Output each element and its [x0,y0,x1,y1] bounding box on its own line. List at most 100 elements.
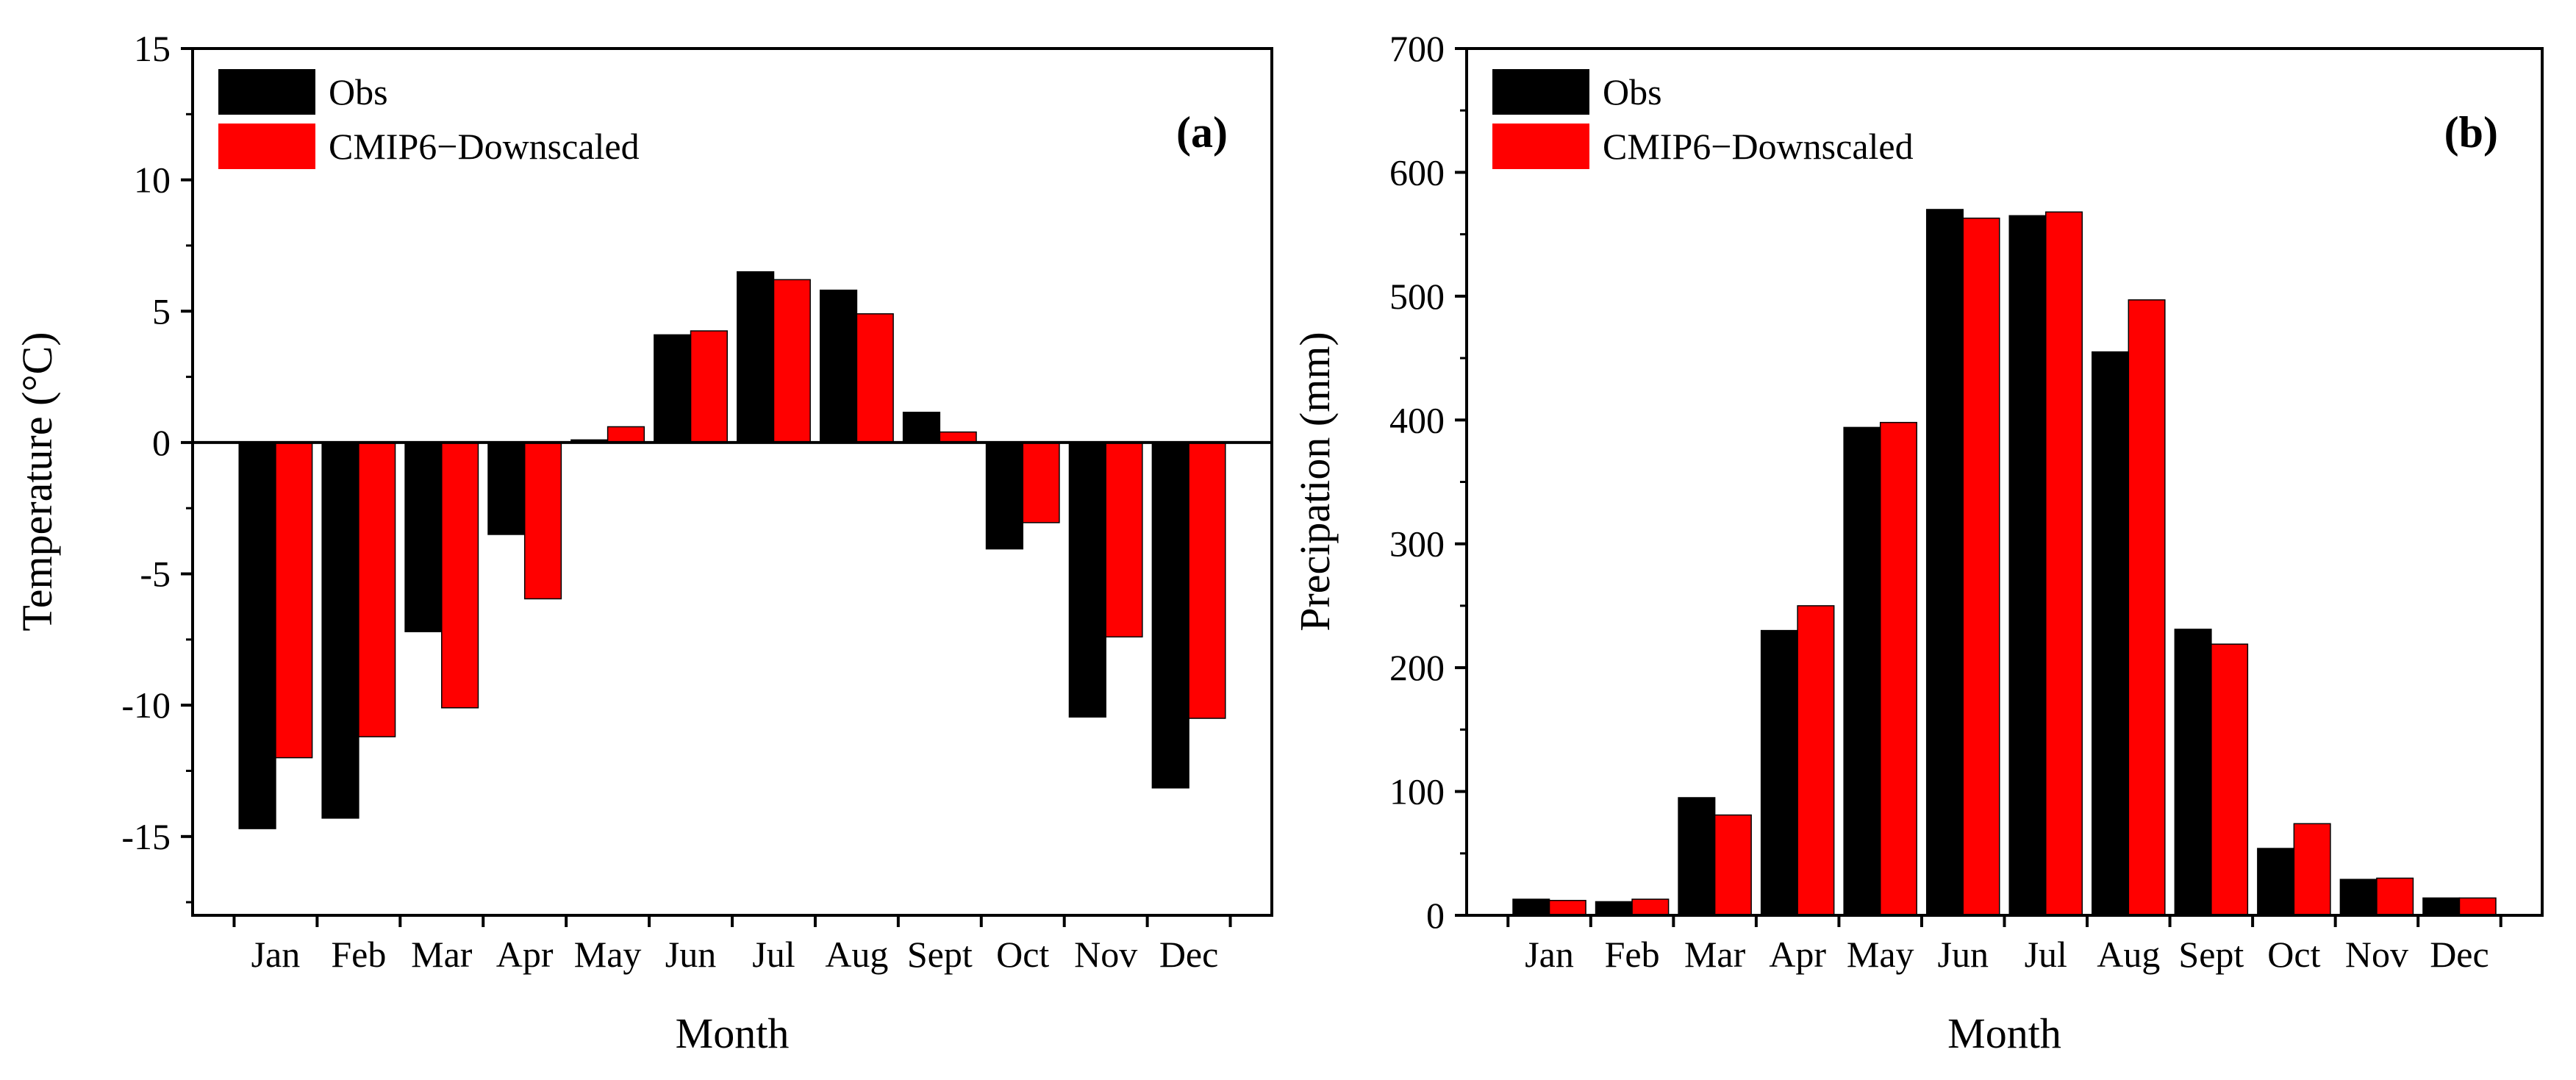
bar-obs-apr [1760,629,1798,916]
bar-downscaled-aug [2128,299,2166,916]
x-tick-label-jul: Jul [2025,934,2067,975]
bar-downscaled-oct [1022,442,1060,523]
x-tick-label-sept: Sept [2178,934,2244,975]
bar-downscaled-nov [2376,877,2414,916]
x-tick-label-feb: Feb [331,934,386,975]
legend-swatch-downscaled [218,124,315,169]
x-tick-label-aug: Aug [2097,934,2160,975]
bar-obs-oct [2257,848,2295,916]
bar-downscaled-mar [1714,814,1752,916]
y-tick-label: 500 [1389,276,1445,317]
x-tick-label-mar: Mar [411,934,473,975]
bar-downscaled-jun [1962,218,2000,916]
bar-downscaled-dec [1188,442,1226,719]
y-tick-label: 0 [1426,895,1445,936]
bar-downscaled-apr [523,442,562,600]
bar-downscaled-jul [773,279,811,443]
bar-obs-aug [2092,351,2130,916]
y-tick-label: -5 [140,554,171,595]
y-tick-label: 15 [134,28,171,69]
bar-downscaled-jan [275,442,313,759]
bar-obs-jul [737,271,775,443]
y-tick-label: -10 [121,684,171,726]
x-tick-label-mar: Mar [1684,934,1746,975]
bar-downscaled-dec [2458,897,2497,916]
panel-label: (a) [1176,108,1228,157]
bar-downscaled-may [1879,421,1917,916]
y-axis-title: Precipation (mm) [1291,332,1339,632]
legend-label-obs: Obs [329,71,388,112]
x-tick-label-jul: Jul [752,934,795,975]
y-tick-label: 300 [1389,523,1445,565]
bar-obs-sept [902,412,941,443]
x-tick-label-sept: Sept [907,934,973,975]
bar-downscaled-may [607,426,645,443]
legend-swatch-obs [218,69,315,115]
bar-downscaled-feb [1631,898,1670,916]
x-tick-label-may: May [1847,934,1914,975]
bar-downscaled-jun [690,330,728,443]
legend-label-downscaled: CMIP6−Downscaled [1603,126,1914,167]
y-tick-label: 600 [1389,151,1445,193]
bar-obs-oct [985,442,1023,550]
y-tick-label: 0 [152,422,171,463]
bar-obs-may [1843,426,1881,916]
x-tick-label-jan: Jan [251,934,301,975]
y-tick-label: 700 [1389,28,1445,69]
y-tick-label: 100 [1389,771,1445,812]
bar-obs-jun [1925,209,1964,916]
y-tick-label: 400 [1389,399,1445,440]
bar-obs-jul [2008,215,2047,916]
y-tick-label: 200 [1389,647,1445,688]
bar-obs-dec [2422,897,2461,916]
bar-downscaled-jul [2045,211,2083,916]
x-tick-label-jun: Jun [665,934,716,975]
legend: Obs CMIP6−Downscaled [218,69,640,169]
x-tick-label-jan: Jan [1525,934,1574,975]
bar-obs-sept [2174,629,2212,916]
x-tick-label-apr: Apr [1769,934,1826,975]
legend-swatch-downscaled [1492,124,1589,169]
chart-panel-b: 0 100 200 300 400 500 600 700 Jan Feb Mar Apr May Jun… [1291,28,2544,1057]
bar-obs-jan [1512,898,1550,916]
bar-downscaled-aug [856,313,894,443]
bar-downscaled-oct [2293,823,2331,916]
bar-obs-jan [238,442,276,829]
chart-panel-a: 15 10 5 0 -5 -10 -15 Jan Feb Mar Apr May Jun Jul Aug Se… [13,28,1273,1057]
bar-downscaled-jan [1548,900,1586,916]
legend-label-downscaled: CMIP6−Downscaled [329,126,640,167]
plot-frame [1465,47,2544,917]
legend-label-obs: Obs [1603,71,1662,112]
bar-obs-mar [404,442,443,632]
bar-obs-mar [1678,797,1716,916]
bar-downscaled-sept [2211,643,2249,916]
bar-downscaled-apr [1797,605,1835,916]
bar-obs-nov [2339,879,2378,916]
y-tick-label: 10 [134,160,171,201]
bar-obs-jun [654,334,692,443]
bar-obs-feb [1595,901,1633,916]
x-axis-title: Month [676,1009,790,1057]
legend: Obs CMIP6−Downscaled [1492,69,1914,169]
x-tick-label-oct: Oct [996,934,1049,975]
bar-downscaled-nov [1105,442,1143,638]
y-tick-label: -15 [121,816,171,857]
x-tick-label-may: May [574,934,642,975]
bar-obs-apr [487,442,526,535]
bar-downscaled-mar [441,442,479,709]
bar-obs-feb [321,442,359,819]
x-tick-label-oct: Oct [2267,934,2320,975]
bar-obs-aug [819,289,858,443]
x-tick-label-nov: Nov [2345,934,2408,975]
x-tick-label-nov: Nov [1074,934,1137,975]
x-axis-title: Month [1947,1009,2061,1057]
x-tick-label-dec: Dec [1159,934,1219,975]
bar-downscaled-sept [939,431,977,443]
bar-obs-dec [1151,442,1189,789]
bar-obs-nov [1068,442,1106,718]
bar-downscaled-feb [358,442,396,737]
legend-swatch-obs [1492,69,1589,115]
x-tick-label-dec: Dec [2430,934,2489,975]
panel-label: (b) [2444,108,2498,157]
